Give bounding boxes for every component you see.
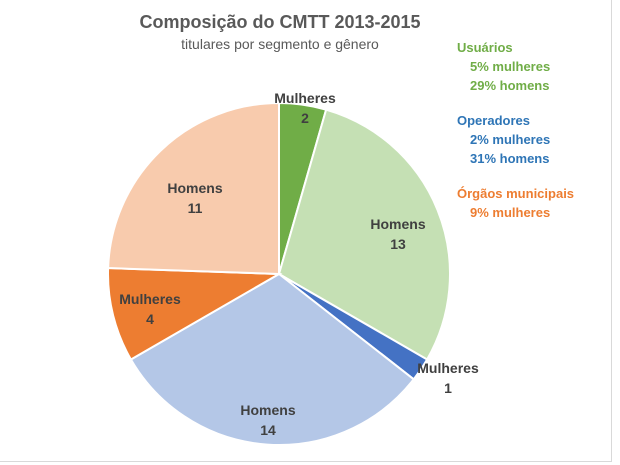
slice-value-label: 4 <box>146 311 154 327</box>
pie-slice <box>129 272 416 446</box>
annotation-orgaos: Órgãos municipais 9% mulheres <box>457 184 574 222</box>
pie-slice <box>107 101 280 276</box>
slice-value-label: 1 <box>444 380 452 396</box>
annotation-heading: Operadores <box>457 113 530 128</box>
annotation-line: 29% homens <box>470 78 550 93</box>
slice-category-label: Mulheres <box>274 90 336 106</box>
pie-slice <box>277 108 451 361</box>
slice-value-label: 13 <box>390 236 406 252</box>
slice-category-label: Homens <box>240 402 295 418</box>
slice-value-label: 2 <box>301 110 309 126</box>
slice-category-label: Mulheres <box>119 291 181 307</box>
slice-category-label: Mulheres <box>417 360 479 376</box>
slice-category-label: Homens <box>370 216 425 232</box>
annotation-usuarios: Usuários 5% mulheres 29% homens <box>457 38 550 95</box>
chart-subtitle: titulares por segmento e gênero <box>181 36 379 52</box>
annotation-operadores: Operadores 2% mulheres 31% homens <box>457 111 550 168</box>
annotation-heading: Usuários <box>457 40 513 55</box>
annotation-line: 31% homens <box>470 151 550 166</box>
annotation-line: 9% mulheres <box>470 205 551 220</box>
slice-category-label: Homens <box>167 180 222 196</box>
annotation-heading: Órgãos municipais <box>457 186 575 201</box>
slice-value-label: 11 <box>188 200 203 216</box>
slice-value-label: 14 <box>260 422 276 438</box>
chart-title: Composição do CMTT 2013-2015 <box>139 12 421 32</box>
annotation-line: 5% mulheres <box>470 59 551 74</box>
pie-slice <box>107 266 283 361</box>
annotation-line: 2% mulheres <box>470 132 551 147</box>
